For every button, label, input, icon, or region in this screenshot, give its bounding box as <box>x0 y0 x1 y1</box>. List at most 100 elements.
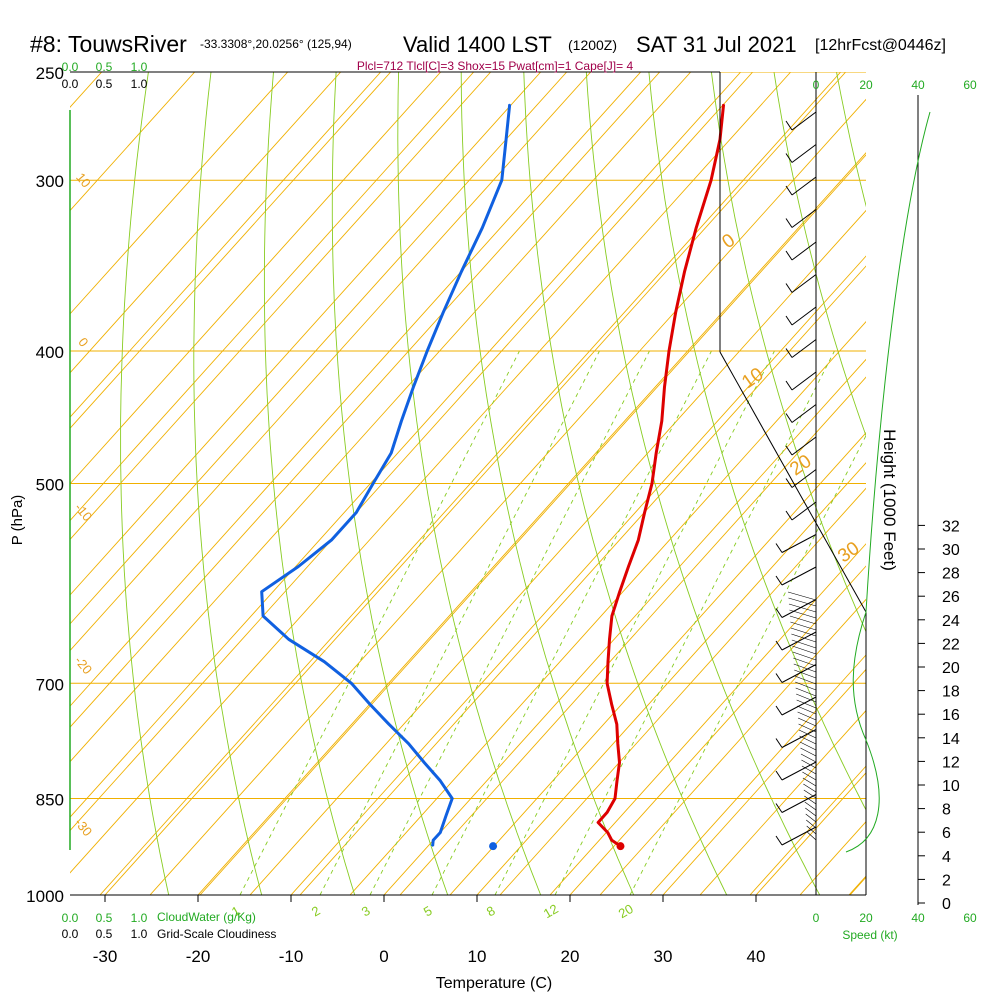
temperature-line-point <box>607 683 608 684</box>
dewpoint-line-point <box>433 840 434 841</box>
cloudiness-tick-top: 0.5 <box>96 77 113 91</box>
temperature-line-point <box>628 566 629 567</box>
temperature-line-point <box>684 271 685 272</box>
x-tick-label: 0 <box>379 947 388 966</box>
dewpoint-line-point <box>501 180 502 181</box>
valid-date: SAT 31 Jul 2021 <box>636 32 797 57</box>
cloudiness-tick-bottom: 1.0 <box>131 927 148 941</box>
temperature-line-point <box>616 780 617 781</box>
temperature-line-point <box>611 615 612 616</box>
pressure-tick-label: 250 <box>36 64 64 83</box>
temperature-line-point <box>614 798 615 799</box>
height-tick-label: 0 <box>942 896 951 913</box>
height-tick-label: 8 <box>942 802 951 819</box>
speed-tick-bottom: 40 <box>911 911 925 925</box>
speed-tick-bottom: 0 <box>813 911 820 925</box>
speed-tick-bottom: 60 <box>963 911 977 925</box>
height-tick-label: 6 <box>942 825 951 842</box>
temperature-line-point <box>696 227 697 228</box>
dewpoint-line-point <box>373 483 374 484</box>
x-tick-label: -30 <box>93 947 118 966</box>
pressure-tick-label: 700 <box>36 675 64 694</box>
dewpoint-line-point <box>452 798 453 799</box>
dewpoint-line-point <box>391 452 392 453</box>
cloudwater-tick-bottom: 0.5 <box>96 911 113 925</box>
speed-tick-top: 0 <box>813 78 820 92</box>
temperature-line-point <box>711 180 712 181</box>
cloudwater-tick-top: 0.0 <box>62 60 79 74</box>
zulu-time: (1200Z) <box>568 37 617 53</box>
temperature-line-point <box>611 704 612 705</box>
dewpoint-line-point <box>261 591 262 592</box>
station-coords: -33.3308°,20.0256° (125,94) <box>200 37 352 51</box>
dewpoint-line-point <box>408 743 409 744</box>
dewpoint-line-point <box>440 780 441 781</box>
x-tick-label: 40 <box>747 947 766 966</box>
height-axis-label: Height (1000 Feet) <box>880 429 899 571</box>
station-title: #8: TouwsRiver <box>30 31 187 57</box>
cloudwater-tick-bottom: 0.0 <box>62 911 79 925</box>
dewpoint-line-point <box>324 661 325 662</box>
valid-time: Valid 1400 LST <box>403 32 552 57</box>
temperature-line-point <box>598 822 599 823</box>
height-tick-label: 16 <box>942 707 960 724</box>
dewpoint-line-point <box>413 386 414 387</box>
temperature-line-point <box>619 591 620 592</box>
dewpoint-line-point <box>401 420 402 421</box>
temperature-line-point <box>675 312 676 313</box>
speed-tick-top: 60 <box>963 78 977 92</box>
dewpoint-line-point <box>445 815 446 816</box>
height-tick-label: 18 <box>942 684 960 701</box>
dewpoint-line-point <box>356 512 357 513</box>
forecast-label: [12hrFcst@0446z] <box>815 37 946 54</box>
x-tick-label: -20 <box>186 947 211 966</box>
dewpoint-line-point <box>298 566 299 567</box>
temperature-line-point <box>644 512 645 513</box>
temperature-line-point <box>607 832 608 833</box>
cloudiness-tick-top: 0.0 <box>62 77 79 91</box>
cloudiness-tick-top: 1.0 <box>131 77 148 91</box>
x-axis-label: Temperature (C) <box>436 975 552 992</box>
stability-params: Plcl=712 Tlcl[C]=3 Shox=15 Pwat[cm]=1 Ca… <box>357 59 634 73</box>
pressure-tick-label: 850 <box>36 791 64 810</box>
temperature-line-point <box>638 540 639 541</box>
x-tick-label: 10 <box>468 947 487 966</box>
temperature-line-point <box>664 386 665 387</box>
cloudwater-label: CloudWater (g/Kg) <box>157 910 256 924</box>
temperature-line-point <box>656 452 657 453</box>
dewpoint-line-point <box>288 639 289 640</box>
dewpoint-line-point <box>427 350 428 351</box>
dewpoint-line-point <box>331 540 332 541</box>
temperature-line-point <box>607 812 608 813</box>
cloudiness-label: Grid-Scale Cloudiness <box>157 927 276 941</box>
x-tick-label: 20 <box>561 947 580 966</box>
speed-tick-top: 20 <box>859 78 873 92</box>
x-tick-label: 30 <box>654 947 673 966</box>
y-axis-label: P (hPa) <box>9 495 26 546</box>
height-tick-label: 2 <box>942 872 951 889</box>
temperature-line-point <box>607 661 608 662</box>
cloudiness-tick-bottom: 0.5 <box>96 927 113 941</box>
surface-dewpoint-marker <box>489 842 497 850</box>
temperature-line-point <box>616 724 617 725</box>
height-tick-label: 10 <box>942 778 960 795</box>
temperature-line-point <box>661 420 662 421</box>
height-tick-label: 20 <box>942 660 960 677</box>
speed-axis-label: Speed (kt) <box>842 928 897 942</box>
temperature-line-point <box>651 483 652 484</box>
dewpoint-line-point <box>424 762 425 763</box>
dewpoint-line-point <box>506 139 507 140</box>
height-tick-label: 22 <box>942 636 960 653</box>
temperature-line-point <box>611 840 612 841</box>
height-tick-label: 14 <box>942 731 960 748</box>
temperature-line-point <box>609 639 610 640</box>
dewpoint-line-point <box>440 832 441 833</box>
speed-tick-bottom: 20 <box>859 911 873 925</box>
dewpoint-line-point <box>263 615 264 616</box>
height-tick-label: 12 <box>942 754 960 771</box>
pressure-tick-label: 400 <box>36 343 64 362</box>
dewpoint-line-point <box>443 312 444 313</box>
temperature-line-point <box>619 762 620 763</box>
